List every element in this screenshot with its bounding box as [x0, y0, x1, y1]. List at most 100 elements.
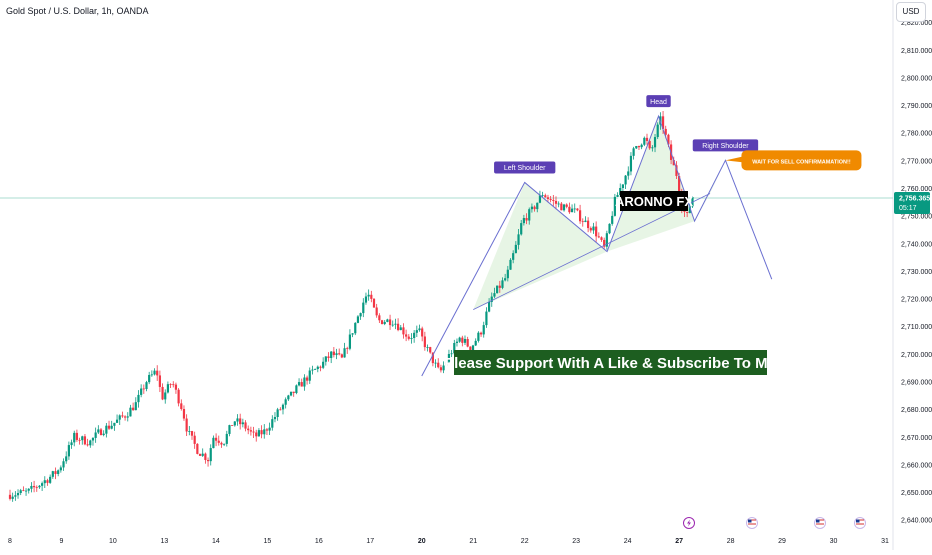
candle-body	[613, 196, 616, 216]
candle-body	[437, 362, 440, 368]
candle-body	[388, 319, 392, 326]
candle-body	[520, 223, 523, 235]
candle-body	[252, 431, 255, 433]
candle-body	[624, 175, 627, 185]
candle-body	[239, 418, 242, 425]
candle-body	[421, 328, 424, 337]
candle-body	[41, 483, 44, 486]
candle-body	[530, 206, 534, 210]
flag-canton	[816, 519, 820, 523]
candle-body	[172, 384, 175, 386]
candle-body	[546, 197, 550, 199]
y-tick-label: 2,680.000	[901, 407, 932, 414]
candle-body	[637, 145, 641, 148]
candle-body	[11, 496, 14, 499]
flag-canton	[856, 519, 860, 523]
candle-body	[362, 302, 365, 314]
candle-body	[14, 495, 17, 497]
candle-body	[482, 325, 485, 335]
y-tick-label: 2,740.000	[901, 241, 932, 248]
candle-body	[303, 377, 306, 387]
candle-body	[570, 208, 574, 213]
candle-body	[549, 198, 552, 200]
candle-body	[236, 418, 239, 422]
candle-body	[158, 375, 161, 387]
candle-body	[287, 395, 290, 400]
us-flag-icon[interactable]	[746, 517, 758, 529]
candle-body	[477, 332, 480, 341]
candle-body	[115, 419, 119, 423]
candle-body	[522, 218, 525, 224]
candle-body	[439, 367, 443, 371]
head-label-bg	[646, 95, 671, 108]
candle-body	[426, 347, 429, 348]
candle-body	[667, 134, 670, 145]
candle-body	[378, 315, 381, 321]
candle-body	[402, 327, 405, 335]
flag-stripe	[816, 519, 824, 521]
watermark-text: ARONNO FX	[615, 194, 693, 209]
candle-body	[16, 493, 20, 496]
x-tick-label: 8	[8, 538, 12, 545]
flag-stripe	[856, 519, 864, 521]
candle-body	[541, 195, 544, 197]
candle-body	[327, 356, 330, 358]
us-flag-icon[interactable]	[854, 517, 866, 529]
candle-body	[493, 293, 496, 297]
candle-body	[300, 382, 303, 387]
candle-body	[407, 336, 410, 339]
candle-body	[142, 388, 145, 390]
candle-body	[581, 221, 584, 223]
candle-body	[182, 408, 186, 419]
pattern-shaded-area	[607, 116, 695, 252]
candle-body	[105, 425, 108, 434]
candle-body	[268, 427, 271, 431]
candle-body	[354, 322, 357, 334]
x-tick-label: 24	[624, 538, 632, 545]
flag-stripe	[856, 525, 864, 527]
us-flag-icon[interactable]	[814, 517, 826, 529]
candle-body	[346, 348, 349, 350]
candle-body	[284, 399, 287, 405]
candle-body	[413, 332, 416, 339]
candle-body	[651, 147, 654, 149]
y-tick-label: 2,770.000	[901, 158, 932, 165]
candle-body	[672, 159, 675, 166]
candle-body	[678, 175, 681, 195]
y-tick-label: 2,650.000	[901, 490, 932, 497]
candle-body	[656, 124, 659, 138]
candle-body	[471, 345, 475, 352]
candle-body	[629, 155, 633, 172]
banner-text: Please Support With A Like & Subscribe T…	[444, 355, 776, 372]
candle-body	[466, 339, 469, 347]
watermark-bg	[620, 191, 688, 211]
currency-button[interactable]: USD	[896, 2, 926, 22]
candle-body	[164, 392, 167, 400]
neckline[interactable]	[473, 193, 711, 310]
right-shoulder-label: Right Shoulder	[702, 143, 749, 150]
candle-body	[560, 203, 563, 211]
candle-body	[57, 470, 60, 474]
symbol-title: Gold Spot / U.S. Dollar, 1h, OANDA	[6, 6, 149, 16]
candle-body	[260, 430, 263, 435]
candle-body	[67, 445, 70, 457]
candle-body	[51, 471, 54, 477]
candle-body	[557, 203, 560, 205]
candle-body	[485, 311, 488, 326]
candle-body	[123, 416, 127, 418]
candle-body	[645, 137, 649, 141]
candle-body	[150, 374, 153, 376]
candle-body	[209, 448, 212, 462]
candle-body	[35, 487, 38, 489]
candle-body	[73, 432, 76, 443]
flag-stripe	[816, 523, 824, 525]
candle-body	[418, 328, 421, 331]
candle-body	[27, 488, 30, 491]
candle-body	[552, 199, 555, 201]
x-tick-label: 29	[778, 538, 786, 545]
lightning-icon-glyph	[687, 519, 691, 527]
flag-stripe	[816, 521, 824, 523]
candle-body	[554, 200, 558, 204]
